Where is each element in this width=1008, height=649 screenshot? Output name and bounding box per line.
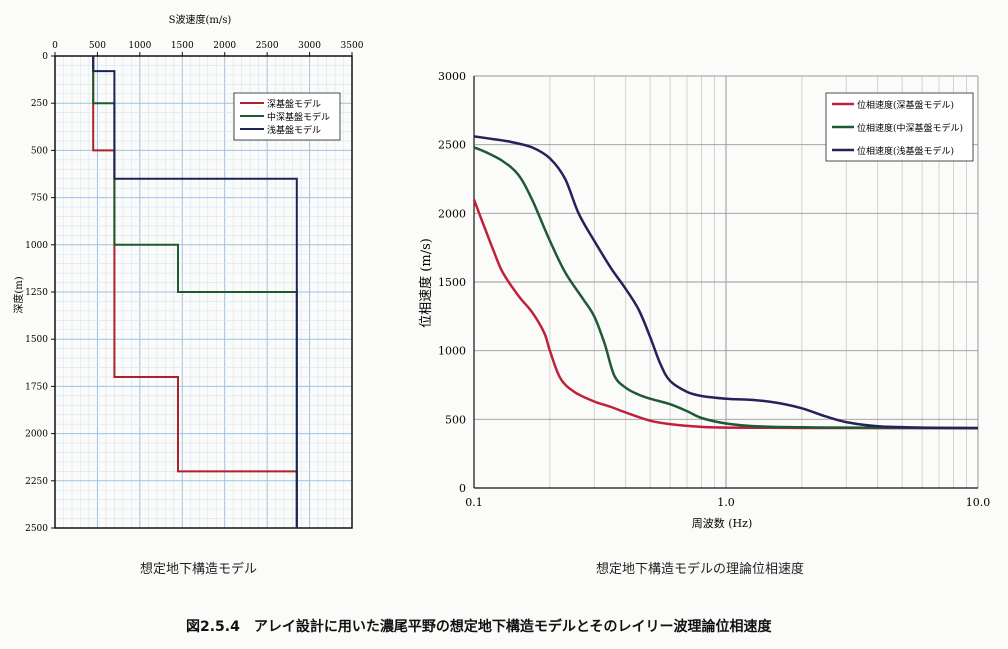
left-chart-caption: 想定地下構造モデル — [140, 562, 258, 577]
y-tick-label: 0 — [42, 52, 48, 62]
right-chart-ticks: 0.1 1.0 10.0 0 500 1000 1500 2000 2500 3000 — [438, 70, 990, 509]
y-tick-label: 750 — [31, 194, 48, 204]
x-tick-label: 1500 — [171, 41, 194, 51]
y-tick-label: 1000 — [25, 241, 48, 251]
right-chart-y-axis-label: 位相速度 (m/s) — [418, 238, 434, 328]
series-line-middle — [92, 56, 298, 528]
left-chart-legend: 深基盤モデル 中深基盤モデル 浅基盤モデル — [233, 92, 341, 141]
right-chart-x-axis-label: 周波数 (Hz) — [692, 517, 752, 530]
legend-label-deep: 位相速度(深基盤モデル) — [857, 99, 954, 111]
y-tick-label: 500 — [31, 146, 48, 156]
left-chart: S波速度(m/s) 深度(m) 0 500 1000 1500 2000 2500 3000… — [12, 13, 364, 534]
y-tick-label: 1500 — [438, 276, 466, 289]
y-tick-label: 1250 — [25, 288, 48, 298]
y-tick-label: 1500 — [25, 335, 48, 345]
x-tick-label: 500 — [89, 41, 106, 51]
left-chart-ticks: 0 500 1000 1500 2000 2500 3000 3500 0 250 500 750 10… — [25, 41, 364, 534]
left-chart-grid — [54, 55, 353, 529]
right-chart-series — [472, 135, 979, 430]
x-tick-label: 2000 — [213, 41, 236, 51]
y-tick-label: 1000 — [438, 345, 466, 358]
left-chart-y-axis-label: 深度(m) — [12, 276, 25, 313]
x-tick-label: 1.0 — [717, 496, 735, 509]
legend-label-deep: 深基盤モデル — [267, 98, 321, 110]
x-tick-label: 3000 — [298, 41, 321, 51]
series-line-shallow — [473, 135, 979, 430]
legend-label-shallow: 位相速度(浅基盤モデル) — [857, 145, 954, 157]
y-tick-label: 1750 — [25, 382, 48, 392]
x-tick-label: 0 — [52, 41, 58, 51]
right-chart-caption: 想定地下構造モデルの理論位相速度 — [596, 562, 805, 577]
y-tick-label: 250 — [31, 99, 48, 109]
y-tick-label: 3000 — [438, 70, 466, 83]
x-tick-label: 0.1 — [465, 496, 483, 509]
x-tick-label: 3500 — [341, 41, 364, 51]
y-tick-label: 0 — [459, 482, 466, 495]
figure-caption: 図2.5.4 アレイ設計に用いた濃尾平野の想定地下構造モデルとそのレイリー波理論… — [186, 619, 772, 635]
y-tick-label: 2000 — [438, 207, 466, 220]
x-tick-label: 1000 — [128, 41, 151, 51]
y-tick-label: 500 — [445, 413, 466, 426]
right-chart: 周波数 (Hz) 位相速度 (m/s) 0.1 1.0 10.0 0 500 1000 15… — [418, 70, 990, 530]
series-line-middle — [473, 146, 979, 430]
x-tick-label: 2500 — [256, 41, 279, 51]
legend-label-middle: 位相速度(中深基盤モデル) — [857, 122, 963, 134]
series-line-shallow — [92, 56, 298, 528]
y-tick-label: 2500 — [25, 524, 48, 534]
x-tick-label: 10.0 — [966, 496, 991, 509]
series-line-deep — [92, 56, 298, 528]
legend-label-middle: 中深基盤モデル — [267, 111, 330, 123]
legend-label-shallow: 浅基盤モデル — [267, 124, 321, 136]
right-chart-legend: 位相速度(深基盤モデル) 位相速度(中深基盤モデル) 位相速度(浅基盤モデル) — [825, 92, 974, 162]
left-chart-x-axis-label: S波速度(m/s) — [169, 13, 232, 26]
y-tick-label: 2000 — [25, 430, 48, 440]
y-tick-label: 2500 — [438, 139, 466, 152]
y-tick-label: 2250 — [25, 477, 48, 487]
left-chart-series — [92, 56, 298, 528]
